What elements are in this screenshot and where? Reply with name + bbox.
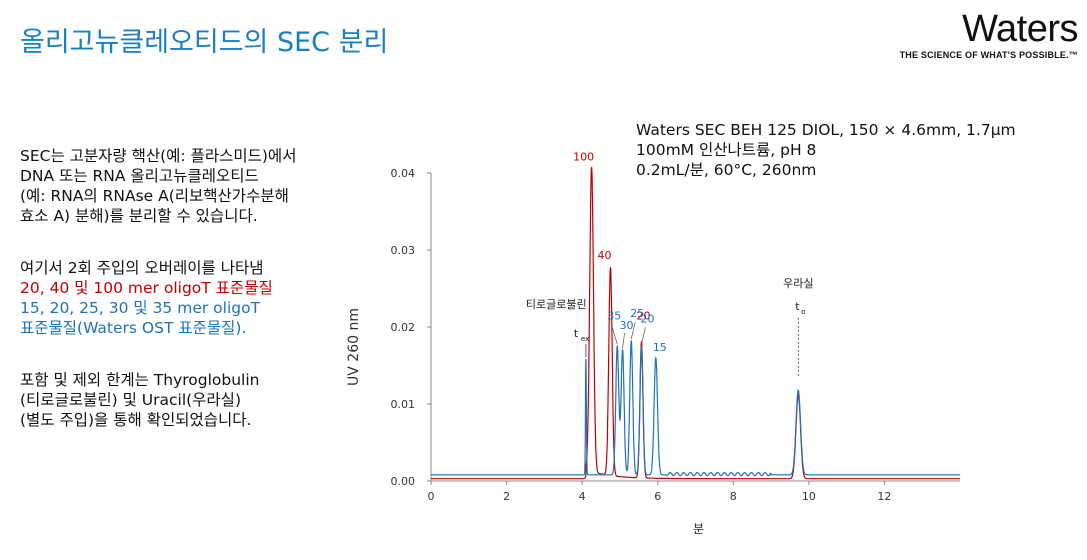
peak-label: 40 <box>597 249 611 262</box>
condition-line: Waters SEC BEH 125 DIOL, 150 × 4.6mm, 1.… <box>636 121 1016 139</box>
x-tick-label: 6 <box>654 490 661 503</box>
peak-label: 20 <box>636 309 650 322</box>
peak-label: 35 <box>607 309 621 322</box>
x-tick-label: 2 <box>503 490 510 503</box>
y-tick-label: 0.02 <box>391 321 416 334</box>
overlay-paragraph: 여기서 2회 주입의 오버레이를 나타냄 20, 40 및 100 mer ol… <box>20 258 370 338</box>
peak-label: 15 <box>653 341 667 354</box>
conditions-block: Waters SEC BEH 125 DIOL, 150 × 4.6mm, 1.… <box>636 120 1016 180</box>
peak-label: 25 <box>630 307 644 320</box>
chromatogram-chart: 0.00 0.01 0.02 0.03 0.04 0 2 4 6 8 10 12 분 UV 260 nm 1… <box>346 151 961 536</box>
x-tick-label: 0 <box>428 490 435 503</box>
tex-subscript: ex <box>581 335 589 343</box>
limits-paragraph: 포함 및 제외 한계는 Thyroglobulin (티로글로불린) 및 Ura… <box>20 370 370 430</box>
label-leader-line <box>610 324 618 345</box>
label-leader-line <box>641 327 646 345</box>
y-tick-label: 0.00 <box>391 475 416 488</box>
y-tick-label: 0.04 <box>391 167 416 180</box>
t0-label: t <box>795 300 800 313</box>
x-tick-label: 10 <box>802 490 816 503</box>
y-tick-label: 0.01 <box>391 398 416 411</box>
peak-label: 20 <box>640 312 654 325</box>
y-tick-label: 0.03 <box>391 244 416 257</box>
red-standards-line: 20, 40 및 100 mer oligoT 표준물질 <box>20 279 273 297</box>
blue-standards-line: 표준물질(Waters OST 표준물질). <box>20 319 247 337</box>
label-leader-line <box>622 333 625 349</box>
limits-line: (티로글로불린) 및 Uracil(우라실) <box>20 391 241 409</box>
overlay-line: 여기서 2회 주입의 오버레이를 나타냄 <box>20 259 264 277</box>
logo-tagline: THE SCIENCE OF WHAT'S POSSIBLE.™ <box>899 50 1078 60</box>
intro-paragraph: SEC는 고분자량 핵산(예: 플라스미드)에서 DNA 또는 RNA 올리고뉴… <box>20 146 370 226</box>
uracil-label: 우라실 <box>783 277 813 290</box>
intro-line: SEC는 고분자량 핵산(예: 플라스미드)에서 <box>20 147 297 165</box>
logo-wordmark: Waters <box>962 8 1078 50</box>
page-title: 올리고뉴클레오티드의 SEC 분리 <box>20 27 389 58</box>
y-axis-title: UV 260 nm <box>346 308 362 386</box>
x-tick-label: 8 <box>730 490 737 503</box>
series-line <box>430 166 961 480</box>
limits-line: 포함 및 제외 한계는 Thyroglobulin <box>20 371 260 389</box>
x-tick-label: 4 <box>579 490 586 503</box>
tex-label: t <box>574 327 579 340</box>
x-tick-label: 12 <box>877 490 891 503</box>
intro-line: DNA 또는 RNA 올리고뉴클레오티드 <box>20 167 259 185</box>
t0-subscript: o <box>801 308 805 316</box>
intro-line: 효소 A) 분해)를 분리할 수 있습니다. <box>20 207 258 225</box>
condition-line: 100mM 인산나트륨, pH 8 <box>636 141 817 159</box>
intro-line: (예: RNA의 RNAse A(리보핵산가수분해 <box>20 187 289 205</box>
limits-line: (별도 주입)을 통해 확인되었습니다. <box>20 411 252 429</box>
series-line <box>430 340 961 477</box>
condition-line: 0.2mL/분, 60°C, 260nm <box>636 161 817 179</box>
peak-label: 30 <box>620 319 634 332</box>
peak-label: 100 <box>573 151 594 164</box>
thyroglobulin-label: 티로글로불린 <box>526 298 587 311</box>
blue-standards-line: 15, 20, 25, 30 및 35 mer oligoT <box>20 299 261 317</box>
x-axis-title: 분 <box>693 522 704 536</box>
label-leader-line <box>630 321 636 339</box>
waters-logo: Waters THE SCIENCE OF WHAT'S POSSIBLE.™ <box>850 8 1079 60</box>
